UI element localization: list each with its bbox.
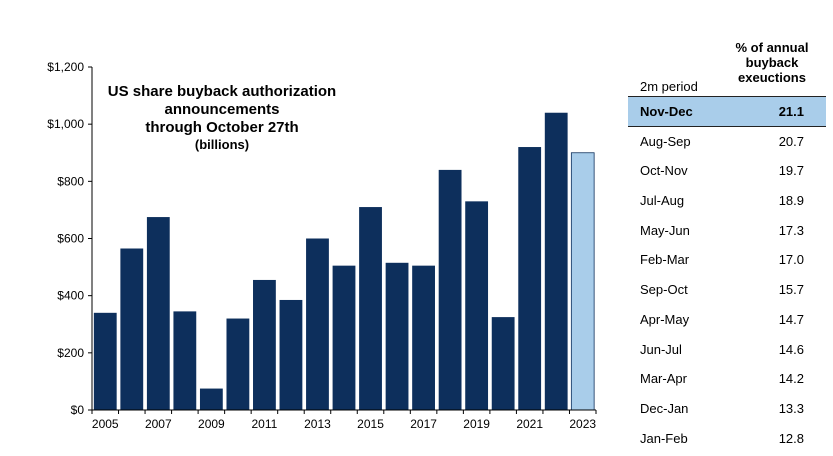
bar-2018 <box>438 169 462 410</box>
table-row: May-Jun 17.3 <box>628 216 826 246</box>
chart-title-line-2: announcements <box>164 101 279 118</box>
row-period: Apr-May <box>640 311 690 327</box>
chart-subtitle: (billions) <box>195 137 249 152</box>
row-period: Jun-Jul <box>640 341 682 357</box>
x-tick-label: 2007 <box>145 417 172 431</box>
row-period: Jul-Aug <box>640 193 685 209</box>
bar-2011 <box>253 279 276 410</box>
y-tick-label: $1,000 <box>47 117 84 131</box>
x-tick-label: 2017 <box>410 417 437 431</box>
row-value: 19.7 <box>778 163 804 179</box>
header-pct-line-2: buyback <box>745 55 799 70</box>
x-tick-label: 2023 <box>569 417 596 431</box>
bar-2015 <box>359 207 382 410</box>
row-period: Jan-Feb <box>640 430 688 446</box>
bar-2019 <box>465 201 489 410</box>
table-row: Apr-May 14.7 <box>628 305 826 335</box>
y-tick-label: $600 <box>57 232 84 246</box>
row-value: 17.3 <box>778 222 804 238</box>
bar-2022 <box>544 112 568 410</box>
row-value: 17.0 <box>778 252 804 268</box>
row-value: 20.7 <box>778 133 804 149</box>
table-row: Jun-Jul 14.6 <box>628 335 826 365</box>
y-tick-label: $400 <box>57 289 84 303</box>
table-row: Dec-Jan 13.3 <box>628 394 826 424</box>
bar-2009 <box>199 388 223 410</box>
y-tick-label: $800 <box>57 174 84 188</box>
y-axis: $0 $200 $400 $600 $800 $1,000 $1,200 <box>47 60 93 417</box>
bar-2005 <box>93 312 117 410</box>
header-pct-line-1: % of annual <box>735 40 809 55</box>
x-axis: 2005 2007 2009 2011 2013 2015 2017 2019 2021 2023 <box>91 409 597 431</box>
y-tick-label: $0 <box>71 403 85 417</box>
chart-title: US share buyback authorization announcem… <box>108 83 336 152</box>
x-tick-label: 2013 <box>304 417 331 431</box>
header-period: 2m period <box>640 79 698 94</box>
row-period: Nov-Dec <box>640 104 693 119</box>
chart-title-line-3: through October 27th <box>145 119 298 136</box>
bar-2023 <box>570 152 595 411</box>
bar-2008 <box>173 311 197 410</box>
table-row: Nov-Dec 21.1 <box>628 96 826 127</box>
row-value: 13.3 <box>778 400 804 416</box>
table-row: Oct-Nov 19.7 <box>628 156 826 186</box>
y-tick-label: $1,200 <box>47 60 84 74</box>
chart-title-line-1: US share buyback authorization <box>108 83 336 100</box>
bar-2017 <box>412 265 435 410</box>
table-row: Mar-Apr 14.2 <box>628 364 826 394</box>
row-period: Mar-Apr <box>640 371 687 387</box>
bars <box>93 112 595 411</box>
table-row: Jan-Feb 12.8 <box>628 424 826 454</box>
row-value: 15.7 <box>778 282 804 298</box>
row-period: Aug-Sep <box>640 133 691 149</box>
bar-2021 <box>518 147 542 411</box>
bar-2020 <box>491 317 515 410</box>
row-period: May-Jun <box>640 222 690 238</box>
bar-2007 <box>146 217 170 410</box>
x-tick-label: 2011 <box>252 417 278 431</box>
header-pct-annual: % of annual buyback exeuctions <box>722 40 822 85</box>
row-value: 14.6 <box>778 341 804 357</box>
x-tick-label: 2019 <box>463 417 490 431</box>
x-tick-label: 2009 <box>198 417 225 431</box>
row-value: 14.7 <box>778 311 804 327</box>
row-period: Sep-Oct <box>640 282 688 298</box>
bar-2006 <box>120 248 144 410</box>
row-value: 18.9 <box>778 193 804 209</box>
row-period: Oct-Nov <box>640 163 688 179</box>
row-period: Dec-Jan <box>640 400 689 416</box>
x-tick-label: 2005 <box>92 417 119 431</box>
table-body: Nov-Dec 21.1 Aug-Sep 20.7 Oct-Nov 19.7 Jul-Aug… <box>628 96 826 453</box>
table-row: Sep-Oct 15.7 <box>628 275 826 305</box>
bar-2010 <box>226 318 250 410</box>
table-row: Jul-Aug 18.9 <box>628 186 826 216</box>
bar-2016 <box>385 262 409 410</box>
y-tick-label: $200 <box>57 346 84 360</box>
bar-2013 <box>306 238 329 410</box>
buyback-execution-table: % of annual buyback exeuctions 2m period… <box>628 40 826 453</box>
table-row: Aug-Sep 20.7 <box>628 127 826 157</box>
row-value: 14.2 <box>778 371 804 387</box>
bar-2012 <box>279 299 303 410</box>
x-tick-label: 2015 <box>357 417 384 431</box>
x-tick-label: 2021 <box>516 417 543 431</box>
table-row: Feb-Mar 17.0 <box>628 245 826 275</box>
buyback-bar-chart: $0$200$400$600$800$1,000$1,200 2005 2007 2… <box>47 60 597 431</box>
row-value: 12.8 <box>778 430 804 446</box>
table-header: % of annual buyback exeuctions 2m period <box>628 40 826 96</box>
bar-2014 <box>332 265 356 410</box>
row-value: 21.1 <box>778 104 804 119</box>
row-period: Feb-Mar <box>640 252 690 268</box>
header-pct-line-3: exeuctions <box>738 70 806 85</box>
